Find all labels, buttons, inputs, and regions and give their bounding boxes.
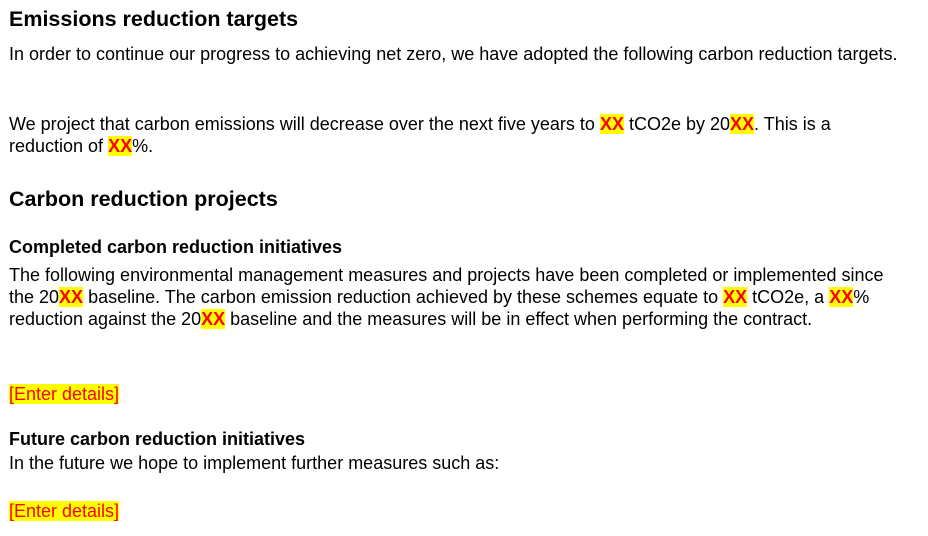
placeholder-xx[interactable]: XX bbox=[201, 309, 226, 329]
enter-details-placeholder[interactable]: [Enter details] bbox=[9, 384, 120, 404]
paragraph-intro: In order to continue our progress to ach… bbox=[9, 44, 898, 64]
placeholder-xx[interactable]: XX bbox=[723, 287, 748, 307]
text-segment: %. bbox=[132, 136, 154, 156]
heading-completed-initiatives: Completed carbon reduction initiatives bbox=[9, 237, 343, 257]
placeholder-xx[interactable]: XX bbox=[730, 114, 755, 134]
heading-carbon-reduction-projects: Carbon reduction projects bbox=[9, 187, 278, 211]
heading-emissions-reduction-targets: Emissions reduction targets bbox=[9, 7, 299, 31]
text-segment: The following environmental management m… bbox=[9, 265, 884, 307]
paragraph-future-details: [Enter details] bbox=[9, 500, 909, 522]
paragraph-future-initiatives: In the future we hope to implement furth… bbox=[9, 453, 500, 473]
placeholder-xx[interactable]: XX bbox=[829, 287, 854, 307]
text-segment: tCO2e, a bbox=[747, 287, 830, 307]
placeholder-xx[interactable]: XX bbox=[599, 114, 624, 134]
text-segment: baseline and the measures will be in eff… bbox=[225, 309, 813, 329]
enter-details-placeholder[interactable]: [Enter details] bbox=[9, 501, 120, 521]
text-segment: We project that carbon emissions will de… bbox=[9, 114, 600, 134]
paragraph-completed-details: [Enter details] bbox=[9, 383, 909, 405]
paragraph-completed-initiatives: The following environmental management m… bbox=[9, 264, 909, 330]
text-segment: % reduction against the 20 bbox=[9, 287, 870, 329]
heading-future-initiatives: Future carbon reduction initiatives bbox=[9, 429, 306, 449]
text-segment: baseline. The carbon emission reduction … bbox=[83, 287, 724, 307]
text-segment: tCO2e by 20 bbox=[623, 114, 731, 134]
placeholder-xx[interactable]: XX bbox=[59, 287, 84, 307]
placeholder-xx[interactable]: XX bbox=[108, 136, 133, 156]
text-segment: . This is a reduction of bbox=[9, 114, 831, 156]
paragraph-projection: We project that carbon emissions will de… bbox=[9, 113, 909, 157]
